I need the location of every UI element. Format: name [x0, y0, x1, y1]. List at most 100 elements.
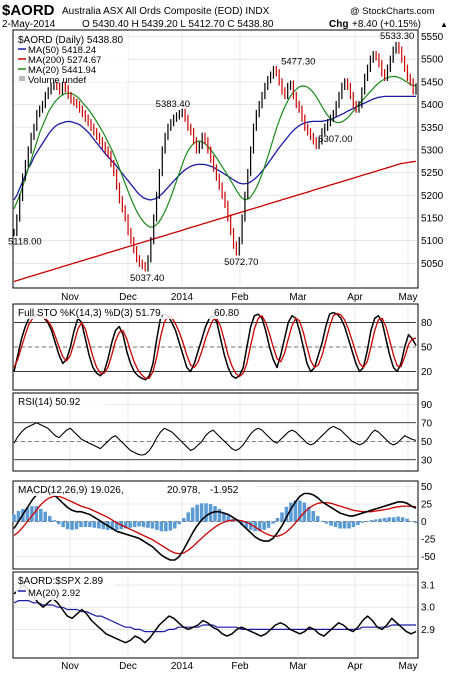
price-annotation-6: 5533.30	[380, 31, 414, 42]
macd-hist-bar	[65, 521, 70, 530]
macd-hist-bar	[226, 515, 231, 522]
watermark: @ StockCharts.com	[350, 6, 435, 17]
header-chg-label: Chg	[329, 19, 348, 30]
macd-hist-bar	[329, 521, 333, 526]
price-month-label-0: Nov	[61, 292, 79, 303]
macd-hist-bar	[168, 521, 173, 531]
price-annotation-3: 5072.70	[224, 257, 258, 268]
macd-hist-bar	[271, 521, 275, 524]
macd-line	[13, 489, 417, 561]
macd-hist-bar	[173, 521, 177, 529]
macd-hist-bar	[342, 521, 347, 529]
macd-hist-bar	[146, 521, 150, 528]
ratio-month-label-1: Dec	[119, 661, 137, 672]
macd-hist-bar	[159, 521, 164, 532]
ratio-month-label-3: Feb	[231, 661, 249, 672]
ma200-line	[13, 160, 417, 283]
ratio-axis-tick-2: 3.1	[421, 581, 435, 592]
price-annotation-4: 5477.30	[281, 57, 315, 68]
macd-axis-tick-3: 25	[421, 500, 433, 511]
macd-hist-bar	[351, 521, 356, 528]
legend-ma20: MA(20) 5441.94	[28, 65, 96, 76]
chg-up-arrow-icon: ▲	[440, 20, 448, 29]
price-month-label-6: May	[399, 292, 418, 303]
header-chg: +8.40 (+0.15%)	[352, 19, 421, 30]
price-axis-tick-4: 5250	[421, 168, 444, 179]
price-axis-tick-6: 5350	[421, 123, 444, 134]
macd-hist-bar	[387, 517, 391, 522]
ratio-axis-tick-1: 3.0	[421, 603, 435, 614]
legend-ma200: MA(200) 5274.67	[28, 55, 101, 66]
macd-hist-bar	[311, 511, 316, 522]
chart-marks: 5050510051505200525053005350540054505500…	[8, 31, 444, 672]
rsi-axis-tick-3: 90	[421, 400, 433, 411]
price-axis-tick-10: 5550	[421, 32, 444, 43]
rsi-line	[13, 422, 417, 456]
macd-hist-bar	[405, 518, 409, 522]
price-axis-tick-9: 5500	[421, 55, 444, 66]
macd-hist-bar	[128, 521, 132, 528]
macd-hist-bar	[320, 520, 324, 522]
macd-hist-bar	[181, 518, 186, 522]
macd-hist-bar	[34, 506, 39, 522]
price-annotation-0: 5118.00	[8, 236, 42, 247]
price-title: $AORD (Daily) 5438.80	[18, 35, 123, 46]
macd-hist-bar	[222, 512, 226, 522]
macd-hist-bar	[141, 521, 146, 528]
macd-hist-bar	[88, 521, 92, 528]
macd-hist-bar	[356, 521, 360, 525]
macd-hist-bar	[244, 521, 249, 528]
macd-hist-bar	[25, 507, 30, 522]
macd-legend-box	[16, 483, 256, 496]
price-axis-tick-0: 5050	[421, 259, 444, 270]
sto-d-value: 60.80	[214, 308, 239, 319]
ma50-line	[13, 95, 417, 201]
rsi-legend-box	[16, 395, 106, 408]
macd-hist-bar	[97, 521, 101, 529]
macd-hist-bar	[213, 506, 217, 522]
rsi-axis-tick-2: 70	[421, 418, 433, 429]
macd-hist-bar	[280, 512, 284, 522]
macd-hist-bar	[137, 521, 141, 527]
macd-hist-bar	[150, 521, 155, 529]
macd-hist-bar	[382, 518, 387, 522]
header-ohlc: O 5430.40 H 5439.20 L 5412.70 C 5438.80	[82, 19, 274, 30]
price-axis-tick-7: 5400	[421, 100, 444, 111]
macd-hist-bar	[266, 521, 271, 528]
rsi-axis-tick-0: 30	[421, 455, 433, 466]
macd-hist-bar	[298, 500, 302, 522]
macd-signal-value: 20.978,	[167, 485, 200, 496]
macd-hist-bar	[204, 503, 208, 522]
macd-hist-bar	[164, 521, 168, 532]
macd-hist-bar	[324, 521, 329, 524]
macd-hist-bar	[409, 521, 414, 522]
macd-signal-line	[13, 495, 417, 555]
macd-hist-bar	[199, 503, 204, 522]
macd-hist-bar	[217, 508, 222, 522]
header-date: 2-May-2014	[2, 19, 56, 30]
ratio-legend-box	[16, 574, 116, 600]
macd-hist-bar	[400, 517, 405, 522]
macd-hist-bar	[275, 518, 280, 522]
macd-hist-bar	[391, 517, 396, 522]
macd-hist-bar	[369, 520, 374, 522]
macd-hist-bar	[284, 506, 289, 522]
macd-hist-bar	[74, 521, 79, 530]
macd-hist-bar	[30, 506, 34, 522]
macd-hist-bar	[235, 521, 240, 522]
macd-hist-bar	[114, 521, 119, 530]
macd-hist-bar	[195, 504, 199, 522]
ratio-month-label-4: Mar	[289, 661, 307, 672]
price-annotation-1: 5383.40	[156, 99, 190, 110]
sto-title: Full STO %K(14,3) %D(3) 51.79,	[18, 308, 163, 319]
symbol-title: $AORD	[2, 2, 55, 19]
macd-hist-bar	[92, 521, 97, 528]
macd-hist-bar	[186, 512, 190, 522]
macd-hist-bar	[101, 521, 106, 530]
macd-axis-tick-2: 0	[421, 517, 427, 528]
macd-hist-bar	[110, 521, 115, 530]
macd-hist-bar	[293, 500, 298, 522]
legend-ma50: MA(50) 5418.24	[28, 45, 96, 56]
macd-hist-bar	[248, 521, 253, 530]
